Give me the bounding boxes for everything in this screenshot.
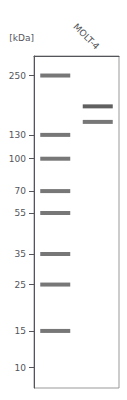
svg-text:MOLT-4: MOLT-4 <box>71 22 101 52</box>
svg-text:35: 35 <box>15 249 26 259</box>
svg-text:[kDa]: [kDa] <box>9 33 34 43</box>
svg-text:55: 55 <box>15 208 26 218</box>
svg-text:10: 10 <box>15 363 27 373</box>
svg-text:25: 25 <box>15 280 26 290</box>
svg-text:250: 250 <box>9 71 26 81</box>
svg-text:15: 15 <box>15 326 26 336</box>
svg-text:130: 130 <box>9 130 26 140</box>
svg-text:70: 70 <box>15 186 27 196</box>
svg-text:100: 100 <box>9 154 26 164</box>
